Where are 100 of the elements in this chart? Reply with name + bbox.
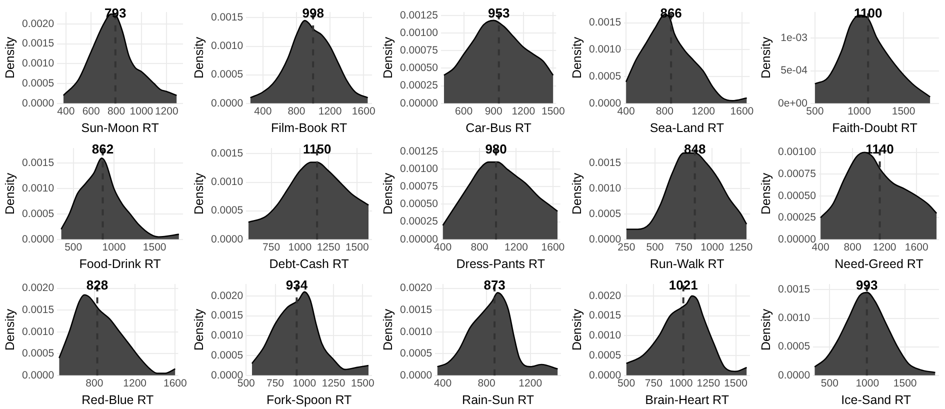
y-tick-label: 0.0005: [588, 208, 622, 220]
x-tick-label: 1000: [856, 378, 880, 390]
y-tick-label: 5e-04: [780, 64, 808, 77]
x-tick-label: 1200: [318, 106, 342, 118]
y-axis-title: Density: [2, 172, 17, 215]
x-tick-label: 1600: [541, 242, 565, 254]
x-axis-title: Film-Book RT: [270, 120, 348, 135]
x-tick-label: 900: [484, 106, 502, 118]
x-tick-label: 1200: [504, 242, 528, 254]
x-tick-label: 1250: [316, 242, 340, 254]
y-axis-title: Density: [2, 308, 17, 351]
x-tick-label: 750: [266, 378, 284, 390]
x-tick-label: 800: [844, 242, 862, 254]
y-axis-title: Density: [758, 36, 773, 79]
x-tick-label: 500: [64, 242, 82, 254]
y-tick-label: 0.00050: [778, 190, 816, 202]
x-axis-title: Sea-Land RT: [650, 120, 724, 135]
x-tick-label: 400: [57, 106, 75, 118]
x-tick-label: 1250: [322, 378, 346, 390]
y-tick-label: 0.00075: [400, 180, 438, 193]
x-tick-label: 750: [644, 378, 663, 390]
ref-line-label: 998: [302, 6, 324, 21]
y-axis-title: Density: [758, 308, 773, 351]
x-tick-label: 1600: [904, 242, 928, 254]
ref-line-label: 1140: [866, 142, 894, 157]
ref-line-label: 980: [485, 142, 507, 157]
y-tick-label: 0.0010: [22, 326, 54, 338]
y-tick-label: 0.0005: [210, 204, 244, 217]
x-axis-title: Fork-Spoon RT: [266, 392, 352, 407]
y-tick-label: 0.0015: [778, 284, 810, 296]
y-tick-label: 0.0005: [588, 349, 622, 362]
y-tick-label: 0.0005: [778, 340, 810, 353]
x-tick-label: 800: [656, 106, 674, 118]
x-axis-title: Brain-Heart RT: [645, 392, 730, 407]
x-tick-label: 800: [86, 378, 104, 390]
y-axis-title: Density: [380, 36, 395, 79]
x-tick-label: 1000: [669, 378, 693, 390]
x-tick-label: 500: [806, 106, 824, 118]
x-tick-label: 1500: [892, 106, 916, 118]
x-tick-label: 1600: [163, 378, 188, 390]
y-tick-label: 0.00025: [400, 80, 438, 92]
y-tick-label: 0.0000: [22, 369, 54, 382]
x-tick-label: 1000: [292, 378, 316, 390]
y-tick-label: 0.0015: [210, 310, 244, 322]
y-tick-label: 0.0020: [210, 290, 244, 302]
x-tick-label: 1200: [123, 378, 147, 390]
y-axis-title: Density: [192, 36, 206, 79]
y-tick-label: 0.00125: [400, 145, 438, 158]
y-tick-label: 0.0010: [778, 312, 810, 324]
y-axis-title: Density: [380, 172, 395, 215]
y-tick-label: 0.00025: [778, 212, 816, 224]
x-tick-label: 800: [108, 106, 126, 118]
x-tick-label: 1000: [288, 242, 312, 254]
x-tick-label: 1500: [350, 378, 375, 390]
x-axis-title: Need-Greed RT: [834, 256, 924, 271]
x-axis-title: Ice-Sand RT: [841, 392, 912, 407]
y-axis-title: Density: [570, 172, 584, 215]
x-tick-label: 1600: [730, 106, 754, 118]
x-axis-title: Debt-Cash RT: [269, 256, 350, 271]
x-tick-label: 400: [434, 378, 452, 390]
ref-line-label: 953: [488, 6, 510, 21]
y-tick-label: 0.0000: [210, 233, 244, 246]
x-tick-label: 800: [470, 242, 488, 254]
y-tick-label: 0.0000: [22, 233, 54, 246]
x-tick-label: 250: [618, 242, 636, 254]
x-axis-title: Sun-Moon RT: [81, 120, 160, 135]
x-tick-label: 400: [434, 242, 452, 254]
y-tick-label: 0.0005: [22, 208, 54, 220]
y-tick-label: 0e+00: [778, 97, 808, 110]
y-tick-label: 0.0020: [22, 18, 54, 30]
x-tick-label: 500: [820, 378, 839, 390]
ref-line-label: 993: [856, 278, 878, 293]
x-tick-label: 1200: [692, 106, 716, 118]
y-axis-title: Density: [758, 172, 773, 215]
x-tick-label: 1000: [130, 106, 154, 118]
y-tick-label: 0.00100: [400, 162, 438, 175]
y-tick-label: 0.0015: [210, 148, 244, 160]
y-tick-label: 0.0015: [588, 16, 622, 29]
x-tick-label: 800: [478, 378, 496, 390]
y-tick-label: 0.0005: [22, 348, 54, 360]
y-tick-label: 0.0020: [400, 282, 432, 294]
y-tick-label: 0.0010: [22, 58, 54, 70]
x-axis-title: Red-Blue RT: [82, 392, 154, 407]
ref-line-label: 934: [286, 278, 308, 293]
y-tick-label: 0.0015: [22, 304, 54, 316]
y-tick-label: 0.0000: [778, 369, 810, 382]
y-tick-label: 0.0020: [22, 282, 54, 294]
x-tick-label: 1200: [512, 106, 536, 118]
x-tick-label: 600: [455, 106, 473, 118]
y-tick-label: 0.0010: [400, 326, 432, 338]
x-tick-label: 500: [646, 242, 664, 254]
y-tick-label: 0.0015: [210, 12, 244, 24]
ref-line-label: 793: [104, 6, 126, 21]
y-axis-title: Density: [2, 36, 17, 79]
y-tick-label: 0.0020: [588, 290, 622, 302]
y-tick-label: 0.0010: [588, 330, 622, 342]
y-tick-label: 0.0010: [588, 44, 622, 56]
x-tick-label: 500: [237, 378, 256, 390]
x-tick-label: 1200: [154, 106, 178, 118]
ref-line-label: 866: [660, 6, 682, 21]
